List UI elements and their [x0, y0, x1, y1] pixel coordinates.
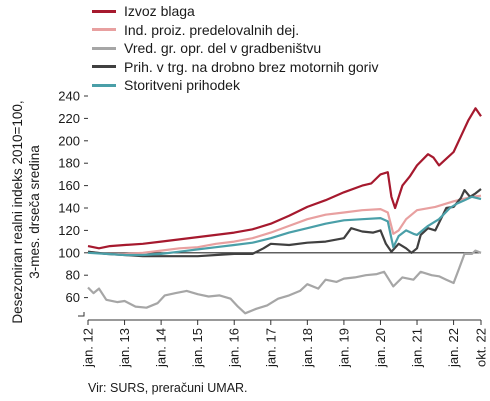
x-tick-label-4: jan. 16	[227, 328, 242, 368]
x-tick-label-2: jan. 14	[154, 328, 169, 368]
series-line-4	[87, 195, 482, 257]
series-line-1	[87, 194, 482, 255]
legend-label-trgovina: Prih. v trg. na drobno brez motornih gor…	[124, 58, 379, 75]
x-tick-label-1: jan. 13	[117, 328, 132, 368]
y-axis-break	[78, 312, 85, 317]
legend-item-izvoz-blaga: Izvoz blaga	[92, 2, 378, 21]
legend-item-trgovina: Prih. v trg. na drobno brez motornih gor…	[92, 58, 378, 77]
legend-item-storitve: Storitveni prihodek	[92, 76, 378, 95]
y-tick-label-160: 160	[58, 178, 80, 193]
x-tick-label-7: jan. 19	[336, 328, 351, 368]
series-group	[87, 107, 482, 315]
legend-item-gradbenistvo: Vred. gr. opr. del v gradbeništvu	[92, 39, 378, 58]
x-tick-label-11: okt. 22	[474, 328, 489, 367]
y-tick-label-100: 100	[58, 245, 80, 260]
source-note: Vir: SURS, preračuni UMAR.	[88, 381, 248, 395]
y-tick-label-140: 140	[58, 201, 80, 216]
x-tick-label-3: jan. 15	[190, 328, 205, 368]
y-tick-label-180: 180	[58, 156, 80, 171]
series-line-2	[87, 249, 482, 315]
series-line-3	[87, 188, 482, 258]
x-tick-label-5: jan. 17	[263, 328, 278, 368]
axes-group: 60 80 100 120 140 160 180 200 220 240 jan. 12 jan. …	[58, 89, 488, 369]
legend-swatch-ind-proiz	[92, 28, 116, 32]
y-tick-label-200: 200	[58, 133, 80, 148]
x-tick-label-9: jan. 21	[410, 328, 425, 368]
legend-swatch-izvoz-blaga	[92, 9, 116, 13]
y-axis-label-line-1: Desezoniran realni indeks 2010=100,	[10, 100, 25, 324]
y-tick-label-240: 240	[58, 89, 80, 104]
y-axis-label-line-2: 3-mes. drseča sredina	[27, 145, 42, 279]
x-tick-label-0: jan. 12	[81, 328, 96, 368]
x-tick-label-10: jan. 22	[446, 328, 461, 368]
y-tick-label-120: 120	[58, 223, 80, 238]
y-tick-label-220: 220	[58, 111, 80, 126]
legend-swatch-gradbenistvo	[92, 46, 116, 50]
y-tick-label-60: 60	[66, 290, 80, 305]
legend-label-storitve: Storitveni prihodek	[124, 77, 240, 94]
legend-label-izvoz-blaga: Izvoz blaga	[124, 3, 195, 20]
legend-swatch-trgovina	[92, 65, 116, 69]
legend-label-gradbenistvo: Vred. gr. opr. del v gradbeništvu	[124, 40, 322, 57]
legend: Izvoz blaga Ind. proiz. predelovalnih de…	[92, 2, 378, 95]
x-tick-label-6: jan. 18	[300, 328, 315, 368]
y-axis-label: Desezoniran realni indeks 2010=100, 3-me…	[0, 0, 42, 323]
series-line-0	[87, 107, 482, 250]
legend-swatch-storitve	[92, 83, 116, 87]
legend-item-ind-proiz: Ind. proiz. predelovalnih dej.	[92, 21, 378, 40]
y-axis-label-text: Desezoniran realni indeks 2010=100, 3-me…	[9, 100, 43, 323]
x-tick-label-8: jan. 20	[373, 328, 388, 368]
legend-label-ind-proiz: Ind. proiz. predelovalnih dej.	[124, 21, 300, 38]
y-tick-label-80: 80	[66, 268, 80, 283]
